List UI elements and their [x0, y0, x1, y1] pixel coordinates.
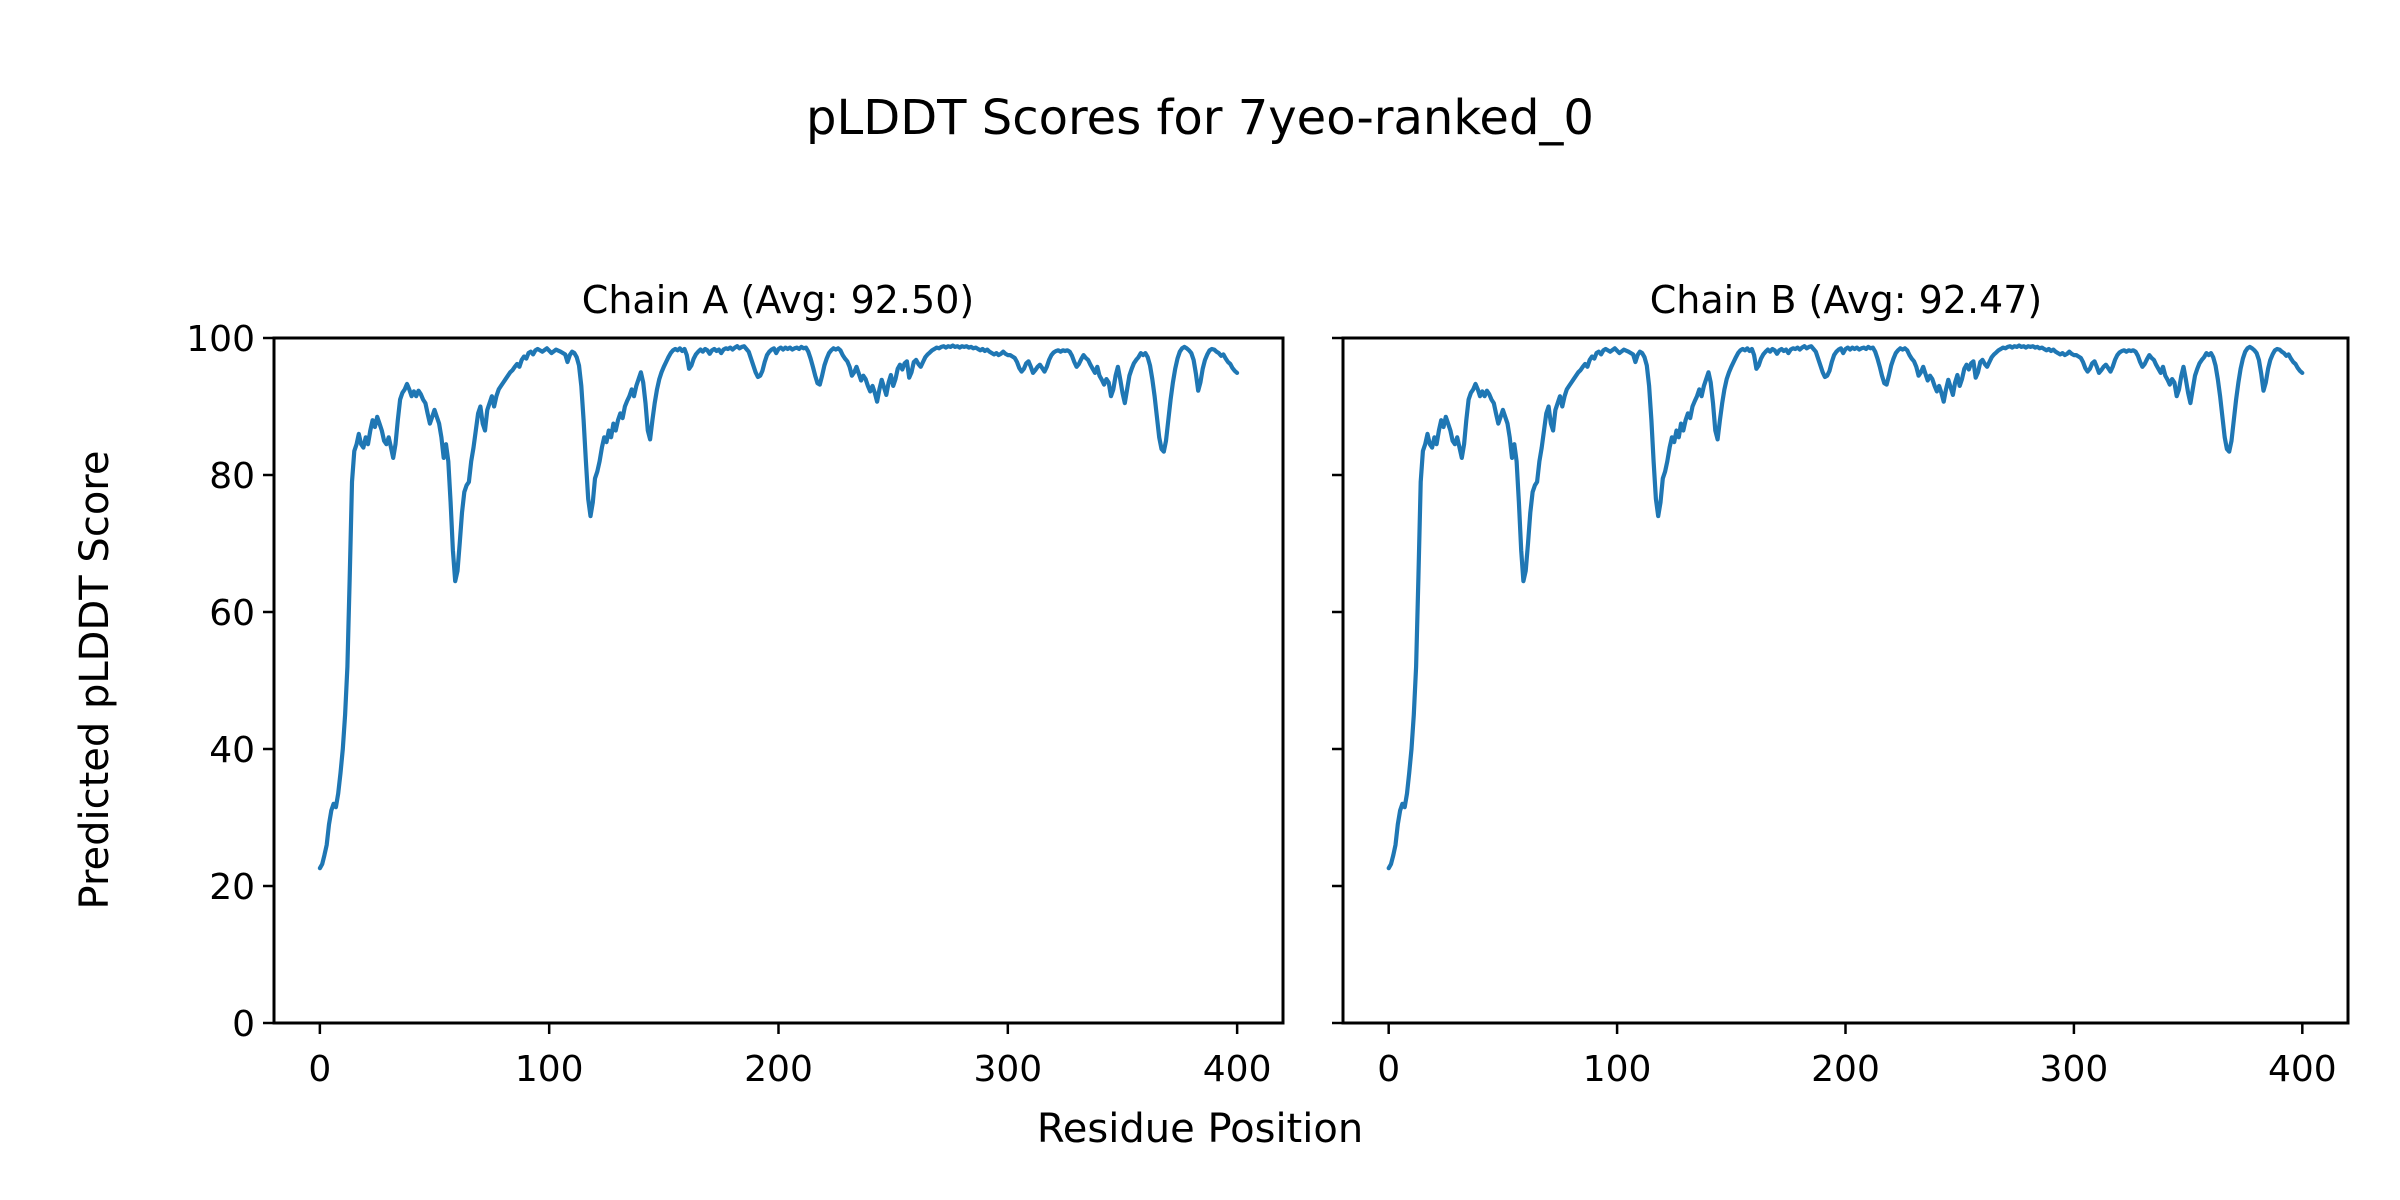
x-tick-label: 200 [1811, 1049, 1880, 1090]
y-tick-label: 20 [209, 867, 255, 908]
subplot-b-title: Chain B (Avg: 92.47) [1649, 278, 2043, 322]
x-tick-label: 100 [515, 1049, 584, 1090]
x-tick-label: 200 [744, 1049, 813, 1090]
x-axis-label: Residue Position [1036, 1106, 1364, 1152]
plddt-line-chain-a [317, 343, 1240, 871]
y-tick-label: 40 [209, 730, 255, 771]
x-tick-label: 400 [1203, 1049, 1272, 1090]
y-axis-label: Predicted pLDDT Score [72, 450, 118, 910]
figure-title: pLDDT Scores for 7yeo-ranked_0 [806, 90, 1594, 146]
plot-spine [272, 336, 1285, 1025]
y-tick-label: 100 [186, 319, 255, 360]
x-tick-label: 400 [2268, 1049, 2337, 1090]
y-tick-label: 60 [209, 593, 255, 634]
x-tick-label: 300 [2040, 1049, 2109, 1090]
plddt-line-chain-b [1386, 343, 2305, 871]
x-tick-label: 300 [973, 1049, 1042, 1090]
x-tick-label: 0 [1377, 1049, 1400, 1090]
y-tick-label: 80 [209, 456, 255, 497]
subplot-a-title: Chain A (Avg: 92.50) [581, 278, 975, 322]
y-tick-label: 0 [232, 1004, 255, 1045]
plot-spine [1341, 336, 2350, 1025]
x-tick-label: 100 [1583, 1049, 1652, 1090]
x-tick-label: 0 [308, 1049, 331, 1090]
